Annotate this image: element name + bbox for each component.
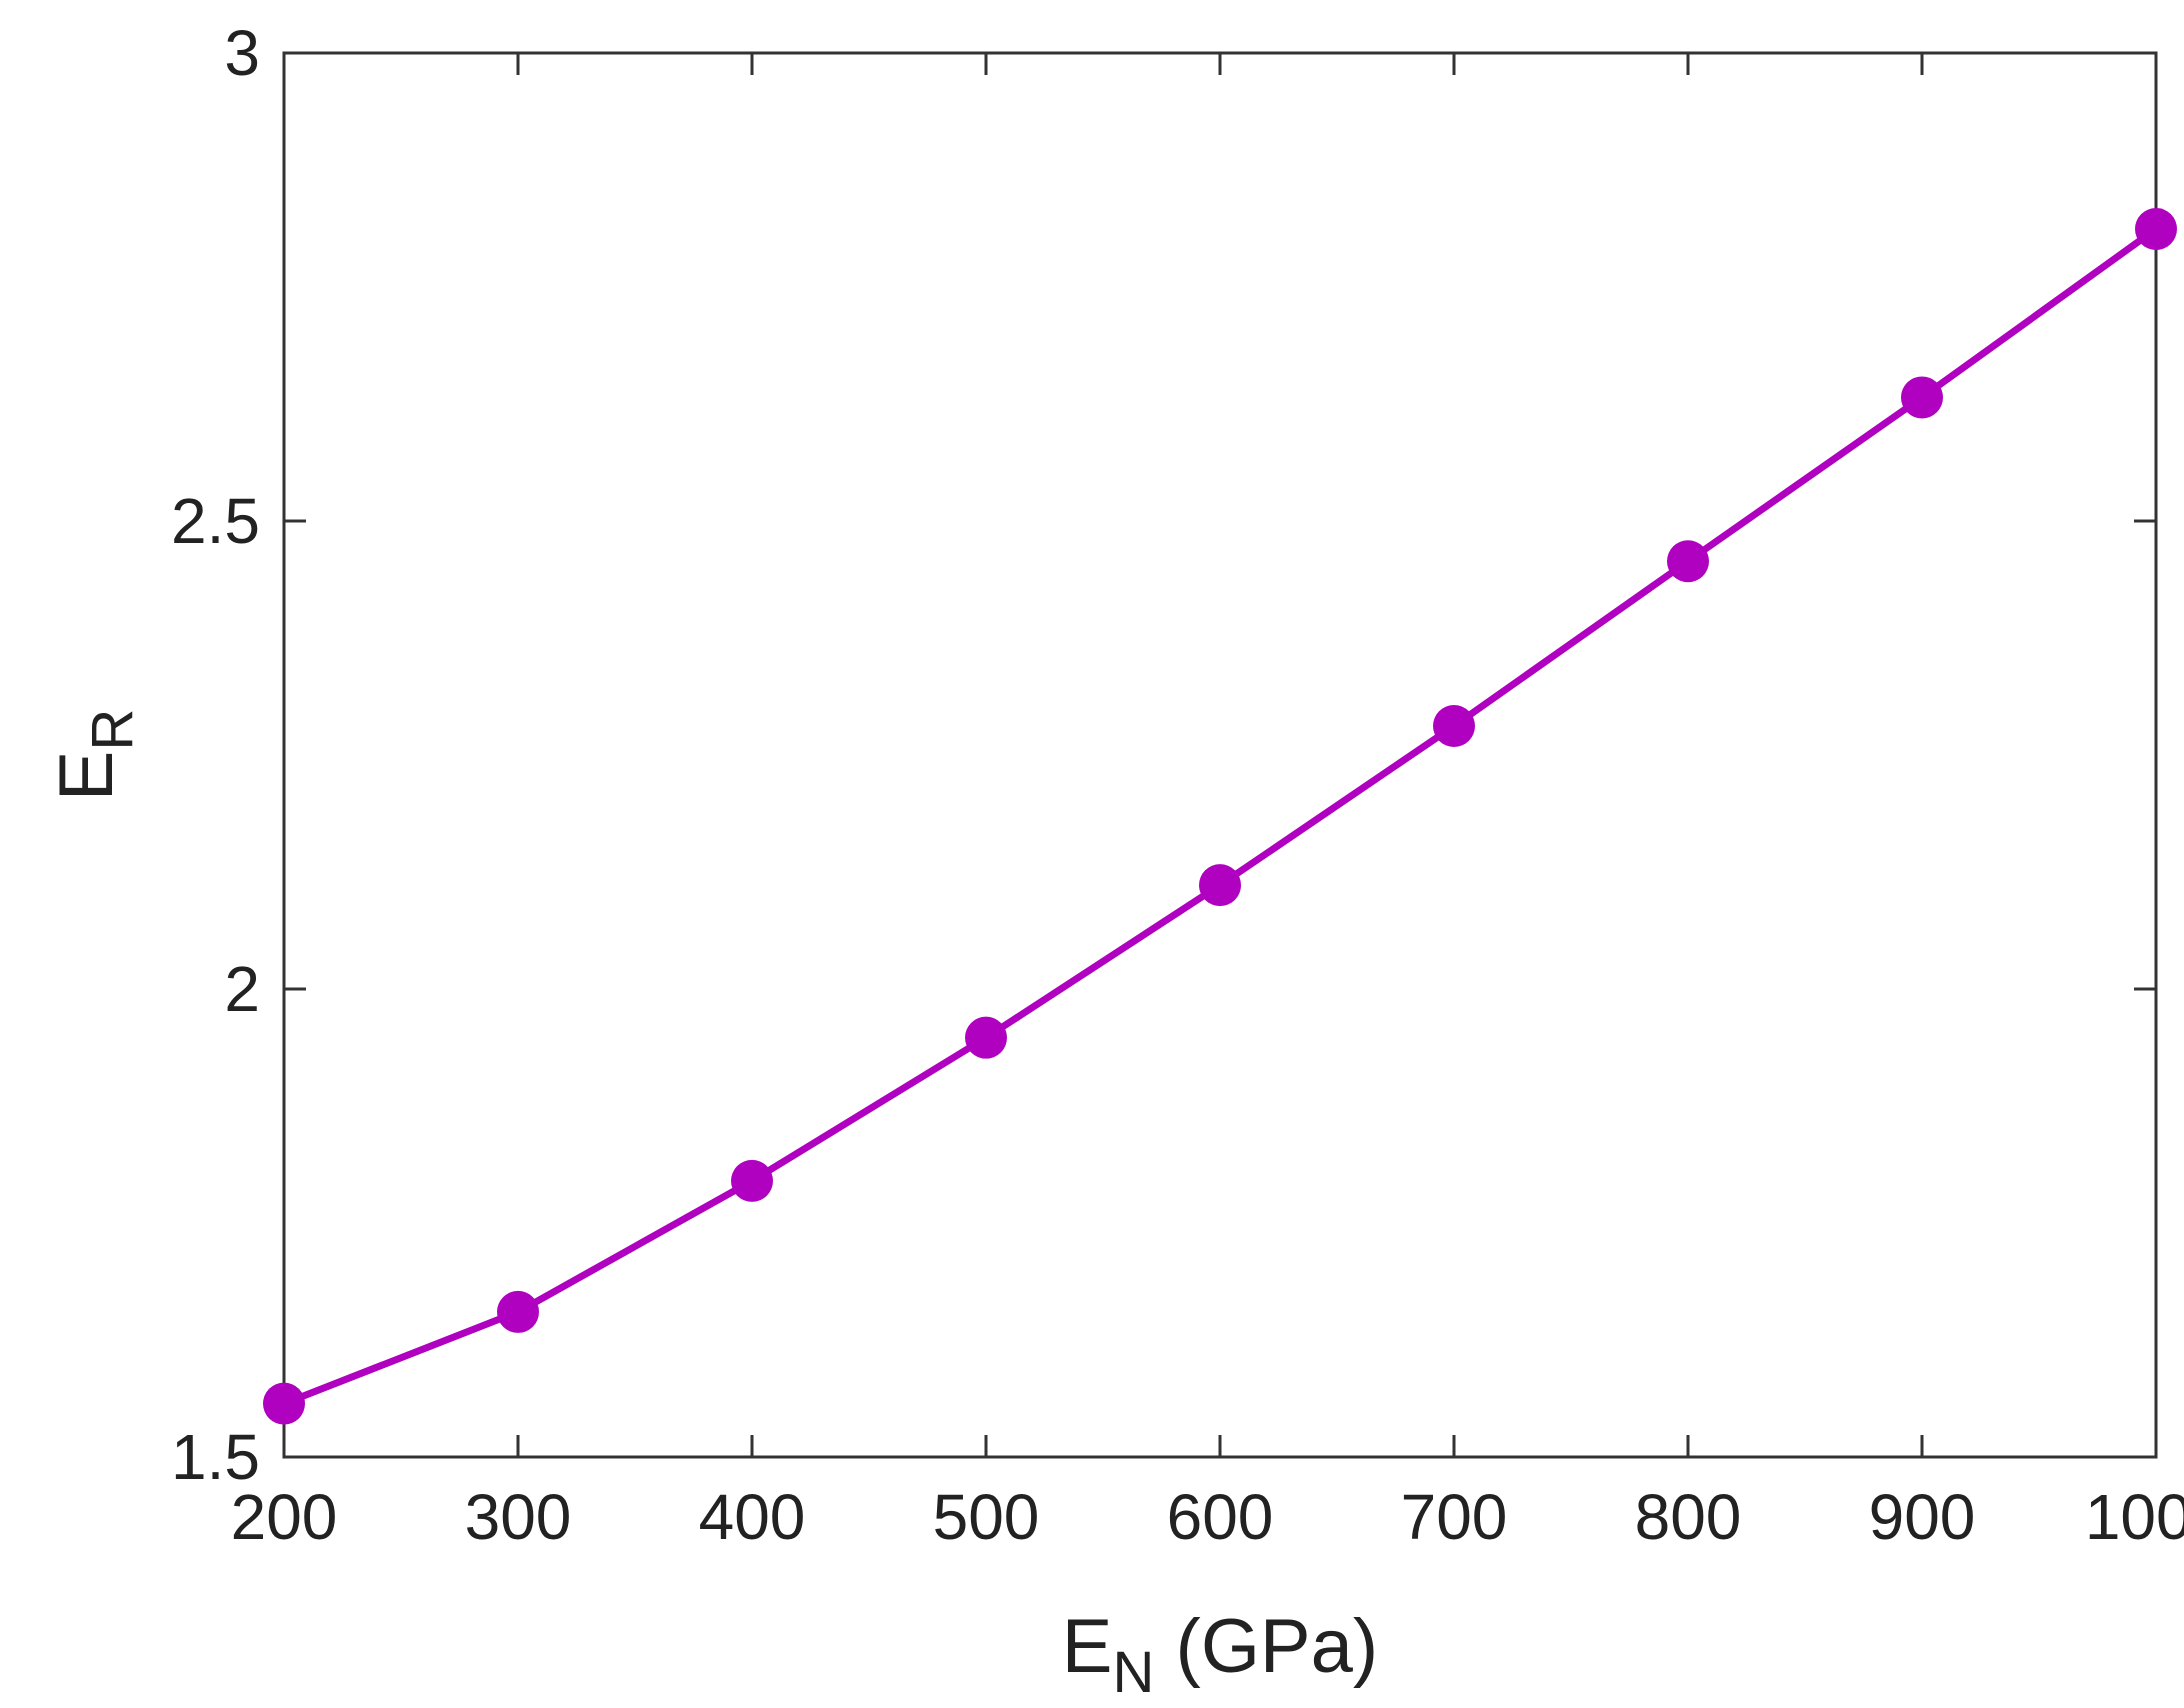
y-tick-label: 2.5 — [171, 485, 260, 557]
plot-frame — [282, 51, 2158, 1459]
x-tick-label: 400 — [699, 1481, 806, 1553]
y-tick-labels: 1.5 2 2.5 3 — [171, 17, 260, 1493]
y-axis-label: ER — [44, 709, 145, 802]
y-tick-label: 2 — [224, 953, 260, 1025]
data-point — [1433, 704, 1475, 747]
data-point — [497, 1290, 539, 1333]
x-axis-label-subscript: N — [1113, 1640, 1155, 1705]
data-point — [1901, 376, 1943, 419]
y-tick-label: 1.5 — [171, 1421, 260, 1493]
x-axis-label-unit: (GPa) — [1154, 1604, 1378, 1689]
x-tick-label: 800 — [1635, 1481, 1742, 1553]
y-axis-label-main: E — [44, 751, 129, 802]
data-point — [965, 1016, 1007, 1059]
x-tick-label: 700 — [1401, 1481, 1508, 1553]
y-tick-label: 3 — [224, 17, 260, 89]
data-point — [1667, 540, 1709, 583]
x-tick-label: 200 — [231, 1481, 338, 1553]
data-point — [263, 1382, 305, 1425]
series-group — [263, 207, 2177, 1425]
x-tick-label: 1000 — [2085, 1481, 2184, 1553]
x-tick-label: 900 — [1869, 1481, 1976, 1553]
x-axis-label: EN (GPa) — [1062, 1604, 1378, 1705]
series-line — [282, 226, 2159, 1407]
x-axis-label-main: E — [1062, 1604, 1113, 1689]
x-tick-labels: 200 300 400 500 600 700 800 900 1000 — [231, 1481, 2184, 1553]
x-tick-label: 600 — [1167, 1481, 1274, 1553]
data-point — [2135, 207, 2177, 250]
data-point — [1199, 864, 1241, 907]
y-axis-label-subscript: R — [80, 709, 145, 751]
x-tick-label: 500 — [933, 1481, 1040, 1553]
x-tick-label: 300 — [465, 1481, 572, 1553]
axis-ticks — [282, 51, 2158, 1459]
data-point — [731, 1159, 773, 1202]
